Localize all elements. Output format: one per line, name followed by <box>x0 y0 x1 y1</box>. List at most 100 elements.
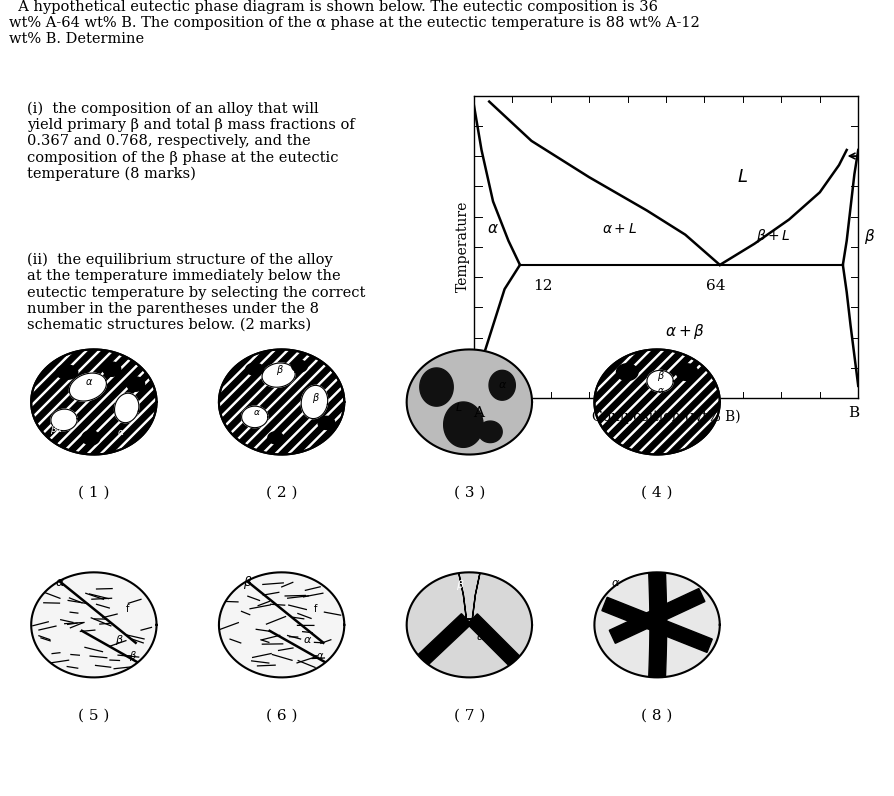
Polygon shape <box>82 431 100 445</box>
Text: ( 2 ): ( 2 ) <box>266 486 298 500</box>
Polygon shape <box>64 373 201 509</box>
Polygon shape <box>70 373 106 401</box>
Polygon shape <box>76 196 213 333</box>
Polygon shape <box>661 406 797 542</box>
Polygon shape <box>0 295 123 431</box>
Polygon shape <box>268 432 283 443</box>
Polygon shape <box>291 361 308 372</box>
Text: $-\!\alpha$: $-\!\alpha$ <box>310 651 325 661</box>
Polygon shape <box>364 484 501 621</box>
Polygon shape <box>122 242 258 379</box>
Polygon shape <box>311 431 448 568</box>
Polygon shape <box>56 365 78 379</box>
Polygon shape <box>0 262 90 398</box>
Polygon shape <box>266 386 402 523</box>
Polygon shape <box>503 248 640 385</box>
Polygon shape <box>220 340 357 477</box>
Text: $\beta$: $\beta$ <box>671 626 680 640</box>
Polygon shape <box>459 572 480 619</box>
Polygon shape <box>610 588 704 643</box>
Polygon shape <box>187 307 324 444</box>
Text: ( 1 ): ( 1 ) <box>78 486 110 500</box>
Text: $\alpha$: $\alpha$ <box>657 386 664 395</box>
Polygon shape <box>0 229 57 365</box>
Polygon shape <box>167 288 304 424</box>
Polygon shape <box>676 364 697 380</box>
Polygon shape <box>0 288 116 424</box>
Polygon shape <box>82 203 219 340</box>
Polygon shape <box>0 236 64 373</box>
Polygon shape <box>84 392 221 529</box>
Text: 12: 12 <box>533 279 552 292</box>
Polygon shape <box>358 478 494 615</box>
Polygon shape <box>602 597 713 653</box>
Polygon shape <box>156 464 293 601</box>
Polygon shape <box>536 281 673 418</box>
Polygon shape <box>602 347 738 483</box>
Polygon shape <box>174 295 311 431</box>
Polygon shape <box>78 386 215 523</box>
Polygon shape <box>739 484 876 621</box>
Polygon shape <box>104 412 240 549</box>
Polygon shape <box>510 255 647 392</box>
Text: o: o <box>475 386 481 395</box>
Polygon shape <box>108 229 245 365</box>
Polygon shape <box>163 471 299 608</box>
Polygon shape <box>582 327 719 464</box>
Polygon shape <box>706 451 843 588</box>
Text: A hypothetical eutectic phase diagram is shown below. The eutectic composition i: A hypothetical eutectic phase diagram is… <box>9 0 700 46</box>
Polygon shape <box>438 183 575 320</box>
Text: ( 8 ): ( 8 ) <box>641 708 673 723</box>
Text: $\mathregular{f}$: $\mathregular{f}$ <box>125 602 131 614</box>
Polygon shape <box>451 196 588 333</box>
Text: $L$: $L$ <box>455 400 462 413</box>
Polygon shape <box>635 380 772 516</box>
Polygon shape <box>443 402 483 447</box>
Polygon shape <box>407 572 532 677</box>
Text: Composition (wt% B): Composition (wt% B) <box>592 410 740 424</box>
Text: $\beta$: $\beta$ <box>312 391 320 405</box>
Polygon shape <box>0 216 45 353</box>
Polygon shape <box>241 406 268 427</box>
Polygon shape <box>301 385 328 419</box>
Polygon shape <box>161 281 298 418</box>
Polygon shape <box>31 572 156 677</box>
Polygon shape <box>19 327 156 464</box>
Polygon shape <box>654 399 791 536</box>
Text: $\alpha$: $\alpha$ <box>611 578 620 588</box>
Polygon shape <box>331 451 468 588</box>
Polygon shape <box>471 216 608 353</box>
Polygon shape <box>550 295 687 431</box>
Polygon shape <box>299 419 435 556</box>
Polygon shape <box>0 275 104 412</box>
Polygon shape <box>641 386 778 523</box>
Polygon shape <box>246 366 383 503</box>
Text: ( 5 ): ( 5 ) <box>78 708 110 723</box>
Polygon shape <box>272 392 409 529</box>
Polygon shape <box>102 222 239 359</box>
Polygon shape <box>667 412 804 549</box>
Text: B: B <box>848 406 859 420</box>
Polygon shape <box>131 439 267 575</box>
Text: $\alpha$: $\alpha$ <box>487 221 499 236</box>
Polygon shape <box>72 380 208 516</box>
Text: $L$: $L$ <box>738 168 748 186</box>
Polygon shape <box>91 399 228 536</box>
Polygon shape <box>589 334 725 470</box>
Polygon shape <box>569 314 706 451</box>
Text: $\beta$: $\beta$ <box>456 578 465 592</box>
Polygon shape <box>32 340 169 477</box>
Polygon shape <box>0 248 77 385</box>
Polygon shape <box>746 490 882 627</box>
Polygon shape <box>182 490 319 627</box>
Text: $\alpha$: $\alpha$ <box>302 634 312 645</box>
Polygon shape <box>214 334 350 470</box>
Polygon shape <box>194 314 331 451</box>
Polygon shape <box>141 262 278 398</box>
Polygon shape <box>608 353 745 490</box>
Polygon shape <box>291 412 428 549</box>
Polygon shape <box>726 471 863 608</box>
Polygon shape <box>720 464 856 601</box>
Polygon shape <box>615 360 752 497</box>
Text: $\alpha$: $\alpha$ <box>253 408 260 417</box>
